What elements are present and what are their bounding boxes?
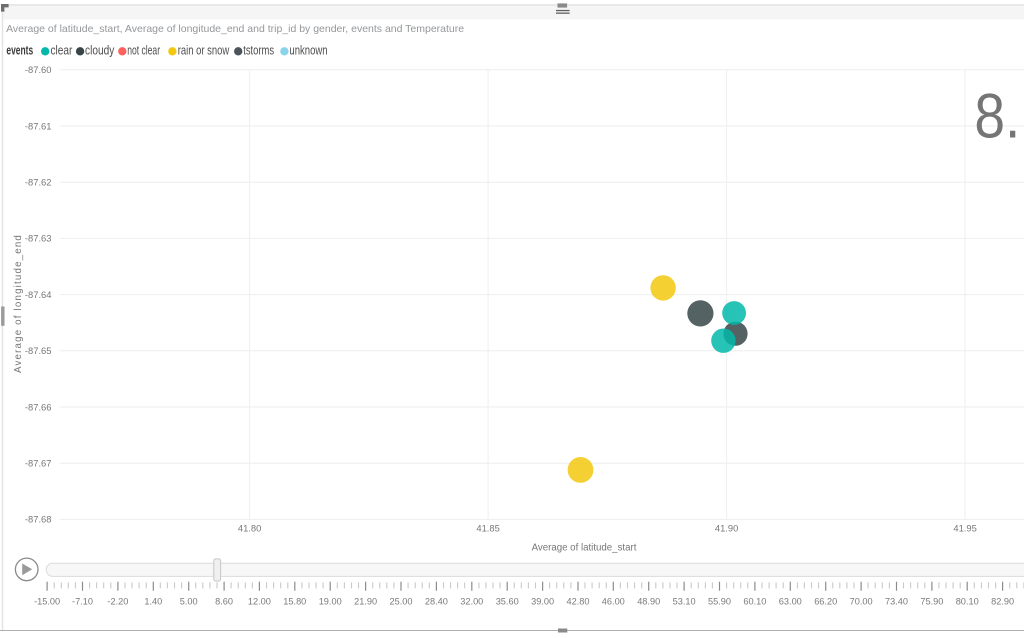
svg-text:rain or snow: rain or snow bbox=[178, 45, 230, 59]
svg-text:46.00: 46.00 bbox=[602, 597, 625, 607]
svg-text:42.80: 42.80 bbox=[567, 597, 590, 607]
svg-text:12.00: 12.00 bbox=[248, 597, 271, 607]
svg-text:-87.60: -87.60 bbox=[25, 64, 52, 75]
svg-text:32.00: 32.00 bbox=[460, 597, 483, 607]
svg-text:8.60: 8.60 bbox=[215, 597, 233, 607]
svg-text:63.00: 63.00 bbox=[779, 597, 802, 607]
svg-text:70.00: 70.00 bbox=[850, 597, 873, 607]
svg-text:80.10: 80.10 bbox=[956, 597, 979, 607]
svg-text:-7.10: -7.10 bbox=[72, 597, 93, 607]
svg-text:Average of latitude_start, Ave: Average of latitude_start, Average of lo… bbox=[6, 23, 464, 35]
svg-text:53.10: 53.10 bbox=[673, 597, 696, 607]
svg-text:not clear: not clear bbox=[127, 44, 160, 58]
svg-text:5.00: 5.00 bbox=[180, 597, 198, 607]
svg-text:35.60: 35.60 bbox=[496, 597, 519, 607]
svg-text:-87.62: -87.62 bbox=[25, 177, 52, 188]
svg-text:-87.65: -87.65 bbox=[25, 345, 52, 356]
svg-text:39.00: 39.00 bbox=[531, 597, 554, 607]
svg-text:-87.64: -87.64 bbox=[25, 289, 52, 300]
svg-text:events: events bbox=[6, 44, 33, 58]
svg-text:55.90: 55.90 bbox=[708, 597, 731, 607]
svg-text:-87.63: -87.63 bbox=[25, 233, 52, 244]
svg-text:15.80: 15.80 bbox=[283, 597, 306, 607]
svg-text:75.90: 75.90 bbox=[920, 597, 943, 607]
svg-text:-2.20: -2.20 bbox=[107, 597, 128, 607]
svg-text:8.: 8. bbox=[974, 80, 1020, 151]
svg-text:unknown: unknown bbox=[289, 45, 327, 58]
svg-text:cloudy: cloudy bbox=[85, 45, 115, 58]
svg-text:41.95: 41.95 bbox=[953, 522, 976, 533]
svg-text:41.90: 41.90 bbox=[715, 522, 738, 533]
svg-text:-87.68: -87.68 bbox=[25, 514, 52, 525]
svg-text:-87.67: -87.67 bbox=[25, 458, 52, 469]
svg-text:-87.66: -87.66 bbox=[25, 401, 52, 412]
svg-text:25.00: 25.00 bbox=[390, 597, 413, 607]
svg-text:73.40: 73.40 bbox=[885, 597, 908, 607]
svg-text:41.80: 41.80 bbox=[238, 522, 261, 533]
svg-text:82.90: 82.90 bbox=[991, 597, 1014, 607]
svg-text:tstorms: tstorms bbox=[243, 45, 274, 59]
svg-text:48.90: 48.90 bbox=[637, 597, 660, 607]
svg-text:-87.61: -87.61 bbox=[25, 120, 52, 131]
svg-text:Average of latitude_start: Average of latitude_start bbox=[532, 542, 637, 553]
svg-text:19.00: 19.00 bbox=[319, 597, 342, 607]
svg-text:28.40: 28.40 bbox=[425, 597, 448, 607]
svg-text:60.10: 60.10 bbox=[743, 597, 766, 607]
svg-text:clear: clear bbox=[51, 45, 73, 58]
svg-text:-15.00: -15.00 bbox=[34, 597, 60, 607]
svg-text:66.20: 66.20 bbox=[814, 597, 837, 607]
svg-text:41.85: 41.85 bbox=[476, 522, 499, 533]
svg-text:1.40: 1.40 bbox=[144, 597, 162, 607]
svg-text:Average of longitude_end: Average of longitude_end bbox=[13, 234, 24, 373]
svg-text:21.90: 21.90 bbox=[354, 597, 377, 607]
